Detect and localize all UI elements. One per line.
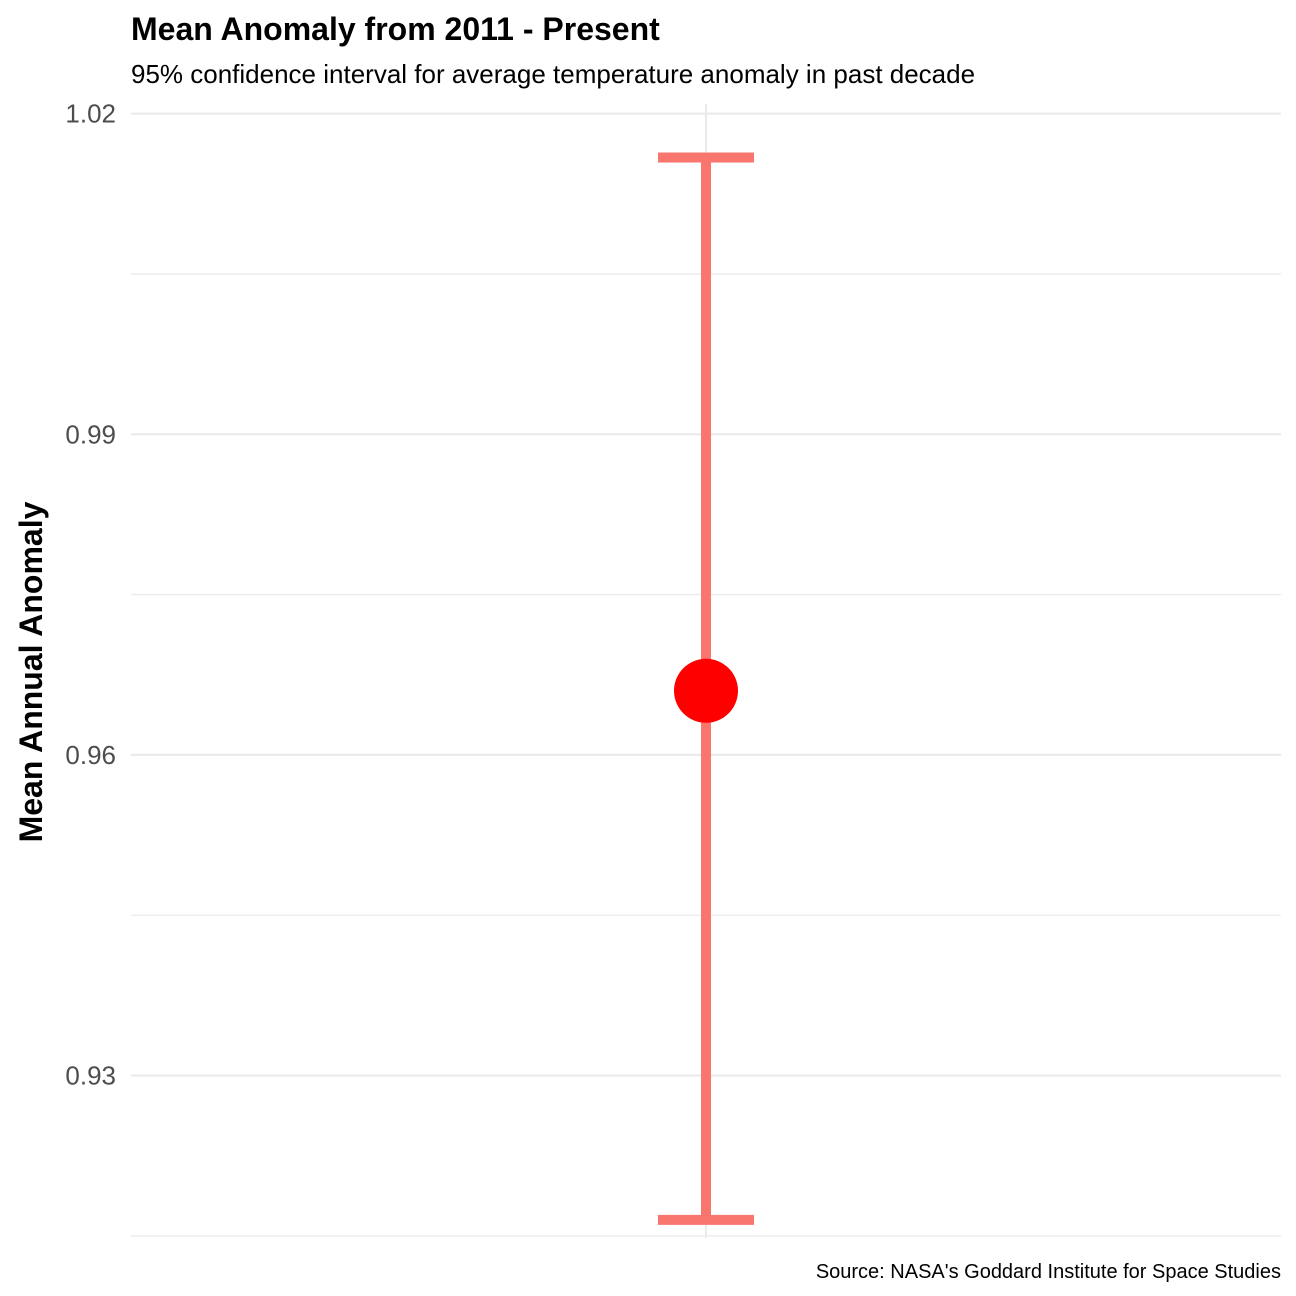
y-tick-label: 0.93 [65,1061,116,1091]
y-tick-label: 0.99 [65,419,116,449]
y-axis-tick-labels: 0.93 0.96 0.99 1.02 [65,99,116,1091]
y-axis-title: Mean Annual Anomaly [13,501,49,842]
chart-title: Mean Anomaly from 2011 - Present [131,11,660,47]
mean-point [674,658,738,723]
chart-subtitle: 95% confidence interval for average temp… [131,59,975,89]
plot-area [131,104,1281,1238]
y-tick-label: 1.02 [65,99,116,129]
y-tick-label: 0.96 [65,740,116,770]
chart-caption: Source: NASA's Goddard Institute for Spa… [816,1261,1281,1283]
